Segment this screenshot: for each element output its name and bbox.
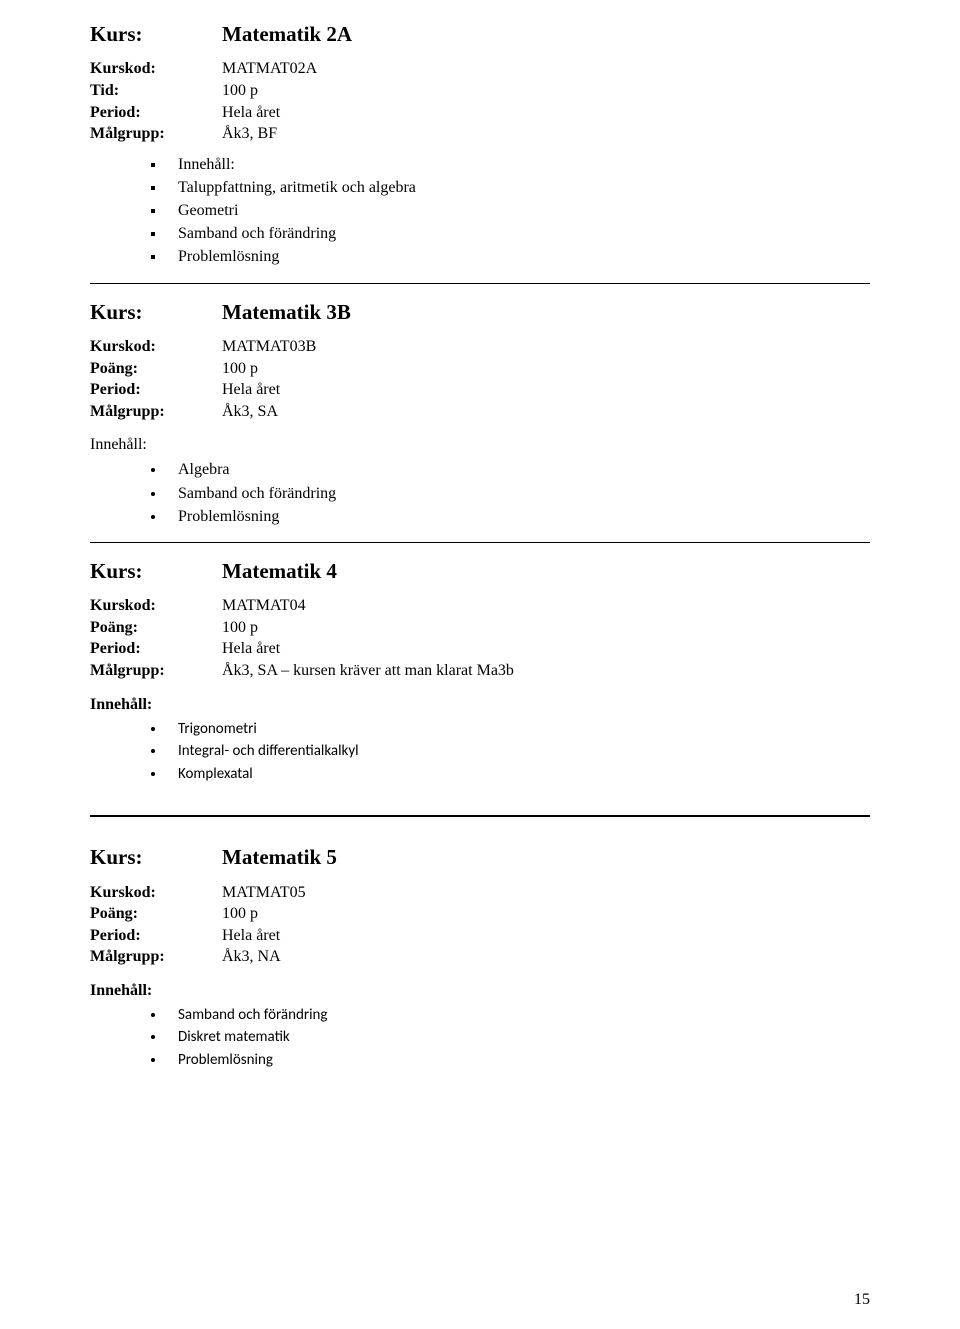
malgrupp-value: Åk3, BF	[222, 123, 870, 145]
course-title-row: Kurs: Matematik 2A	[90, 20, 870, 48]
list-item: Trigonometri	[166, 718, 870, 741]
field-row: Kurskod: MATMAT03B	[90, 336, 870, 358]
innehall-label-inline: Innehåll:	[178, 156, 235, 173]
kurs-label: Kurs:	[90, 298, 222, 326]
content-list: Trigonometri Integral- och differentialk…	[90, 718, 870, 786]
innehall-text: Innehåll:	[90, 982, 152, 999]
list-item: Taluppfattning, aritmetik och algebra	[166, 176, 870, 199]
course-title: Matematik 2A	[222, 20, 870, 48]
section-divider	[90, 283, 870, 284]
page-number: 15	[854, 1291, 870, 1309]
kurs-label: Kurs:	[90, 843, 222, 871]
list-item: Samband och förändring	[166, 482, 870, 505]
list-item: Problemlösning	[166, 505, 870, 528]
content-list: Innehåll: Taluppfattning, aritmetik och …	[90, 153, 870, 269]
course-block: Kurs: Matematik 5 Kurskod: MATMAT05 Poän…	[90, 843, 870, 1071]
malgrupp-value: Åk3, SA – kursen kräver att man klarat M…	[222, 660, 870, 682]
malgrupp-value: Åk3, SA	[222, 401, 870, 423]
innehall-text: Innehåll:	[90, 436, 147, 453]
kurskod-label: Kurskod:	[90, 336, 222, 358]
field-row: Period: Hela året	[90, 925, 870, 947]
period-value: Hela året	[222, 102, 870, 124]
field-row: Poäng: 100 p	[90, 617, 870, 639]
page: Kurs: Matematik 2A Kurskod: MATMAT02A Ti…	[0, 0, 960, 1329]
list-item: Geometri	[166, 199, 870, 222]
kurs-label: Kurs:	[90, 20, 222, 48]
list-item: Algebra	[166, 458, 870, 481]
period-label: Period:	[90, 925, 222, 947]
malgrupp-label: Målgrupp:	[90, 660, 222, 682]
course-title: Matematik 3B	[222, 298, 870, 326]
kurskod-label: Kurskod:	[90, 595, 222, 617]
section-divider-thick	[90, 815, 870, 817]
kurskod-value: MATMAT02A	[222, 58, 870, 80]
poang-value: 100 p	[222, 358, 870, 380]
content-list: Algebra Samband och förändring Problemlö…	[90, 458, 870, 528]
list-item: Diskret matematik	[166, 1026, 870, 1049]
field-row: Kurskod: MATMAT04	[90, 595, 870, 617]
section-divider	[90, 542, 870, 543]
kurskod-value: MATMAT04	[222, 595, 870, 617]
period-value: Hela året	[222, 379, 870, 401]
poang-label: Poäng:	[90, 617, 222, 639]
innehall-label: Innehåll:	[90, 982, 870, 1000]
field-row: Målgrupp: Åk3, BF	[90, 123, 870, 145]
kurskod-value: MATMAT05	[222, 882, 870, 904]
period-label: Period:	[90, 102, 222, 124]
kurskod-value: MATMAT03B	[222, 336, 870, 358]
course-block: Kurs: Matematik 3B Kurskod: MATMAT03B Po…	[90, 298, 870, 528]
kurs-label: Kurs:	[90, 557, 222, 585]
malgrupp-label: Målgrupp:	[90, 946, 222, 968]
course-block: Kurs: Matematik 2A Kurskod: MATMAT02A Ti…	[90, 20, 870, 269]
kurskod-label: Kurskod:	[90, 882, 222, 904]
field-row: Målgrupp: Åk3, NA	[90, 946, 870, 968]
tid-label: Tid:	[90, 80, 222, 102]
field-row: Period: Hela året	[90, 102, 870, 124]
field-row: Målgrupp: Åk3, SA	[90, 401, 870, 423]
poang-label: Poäng:	[90, 358, 222, 380]
course-title-row: Kurs: Matematik 4	[90, 557, 870, 585]
period-value: Hela året	[222, 925, 870, 947]
field-row: Kurskod: MATMAT05	[90, 882, 870, 904]
course-title-row: Kurs: Matematik 3B	[90, 298, 870, 326]
course-title-row: Kurs: Matematik 5	[90, 843, 870, 871]
innehall-label: Innehåll:	[90, 696, 870, 714]
course-block: Kurs: Matematik 4 Kurskod: MATMAT04 Poän…	[90, 557, 870, 785]
field-row: Tid: 100 p	[90, 80, 870, 102]
innehall-text: Innehåll:	[90, 696, 152, 713]
list-item: Komplexatal	[166, 763, 870, 786]
innehall-label: Innehåll:	[90, 436, 870, 454]
poang-value: 100 p	[222, 903, 870, 925]
course-title: Matematik 5	[222, 843, 870, 871]
period-label: Period:	[90, 379, 222, 401]
list-item: Problemlösning	[166, 1049, 870, 1072]
kurskod-label: Kurskod:	[90, 58, 222, 80]
field-row: Period: Hela året	[90, 379, 870, 401]
field-row: Poäng: 100 p	[90, 358, 870, 380]
poang-value: 100 p	[222, 617, 870, 639]
content-list: Samband och förändring Diskret matematik…	[90, 1004, 870, 1072]
field-row: Målgrupp: Åk3, SA – kursen kräver att ma…	[90, 660, 870, 682]
field-row: Poäng: 100 p	[90, 903, 870, 925]
list-item: Samband och förändring	[166, 1004, 870, 1027]
tid-value: 100 p	[222, 80, 870, 102]
malgrupp-label: Målgrupp:	[90, 123, 222, 145]
malgrupp-label: Målgrupp:	[90, 401, 222, 423]
course-title: Matematik 4	[222, 557, 870, 585]
list-item: Samband och förändring	[166, 222, 870, 245]
field-row: Kurskod: MATMAT02A	[90, 58, 870, 80]
field-row: Period: Hela året	[90, 638, 870, 660]
list-item: Integral- och differentialkalkyl	[166, 740, 870, 763]
period-label: Period:	[90, 638, 222, 660]
malgrupp-value: Åk3, NA	[222, 946, 870, 968]
poang-label: Poäng:	[90, 903, 222, 925]
period-value: Hela året	[222, 638, 870, 660]
list-item: Problemlösning	[166, 245, 870, 268]
list-item: Innehåll:	[166, 153, 870, 176]
